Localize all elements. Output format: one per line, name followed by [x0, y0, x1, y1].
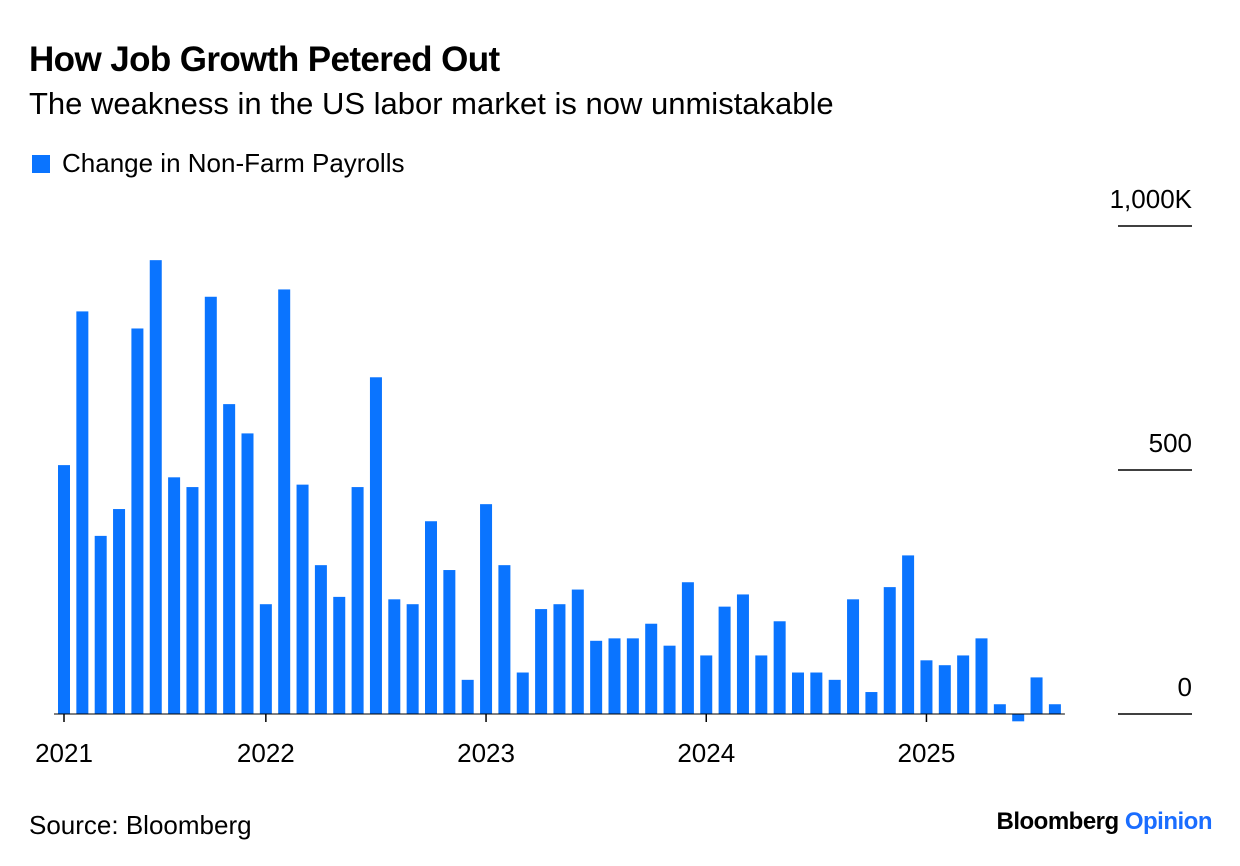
bar	[847, 599, 860, 714]
bar	[113, 509, 126, 714]
bar	[461, 679, 474, 714]
bar	[204, 296, 217, 714]
bar	[773, 621, 786, 714]
bar	[736, 594, 749, 714]
bar	[902, 555, 915, 714]
bar	[406, 604, 419, 714]
bar	[590, 640, 603, 714]
bar	[369, 377, 382, 714]
bar	[571, 589, 584, 714]
bar	[278, 289, 291, 714]
bar	[76, 311, 89, 714]
brand-sub: Opinion	[1124, 808, 1213, 835]
bar	[792, 672, 804, 714]
bar	[718, 606, 731, 714]
legend-swatch	[32, 154, 50, 173]
bar	[241, 433, 254, 714]
bar	[314, 565, 327, 714]
bar	[535, 609, 548, 714]
legend: Change in Non-Farm Payrolls	[32, 148, 404, 179]
bar	[94, 535, 107, 714]
bar	[663, 645, 676, 714]
bar	[755, 655, 768, 714]
bar	[296, 484, 309, 714]
bar	[480, 504, 493, 714]
y-tick-label: 500	[1149, 428, 1192, 458]
bar	[883, 587, 896, 714]
bar	[975, 638, 988, 714]
brand-logo: Bloomberg Opinion	[997, 808, 1213, 836]
bar	[1012, 714, 1025, 722]
y-tick-label: 1,000K	[1110, 184, 1193, 214]
bar	[516, 672, 529, 714]
x-tick-label: 2023	[457, 738, 515, 768]
bar	[388, 599, 401, 714]
bar	[608, 638, 621, 714]
bar	[186, 487, 199, 714]
chart-title: How Job Growth Petered Out	[29, 40, 500, 79]
x-tick-label: 2025	[898, 738, 956, 768]
bar	[681, 582, 694, 714]
x-tick-label: 2021	[35, 738, 93, 768]
bar	[1048, 704, 1061, 714]
x-tick-label: 2024	[677, 738, 735, 768]
bar	[131, 328, 144, 714]
x-tick-label: 2022	[237, 738, 295, 768]
bar	[443, 570, 456, 714]
bar	[645, 623, 658, 714]
bar	[920, 660, 933, 714]
bar	[259, 604, 272, 714]
source-note: Source: Bloomberg	[29, 810, 252, 840]
bar	[993, 704, 1006, 714]
y-tick-label: 0	[1178, 672, 1192, 702]
bar	[498, 565, 511, 714]
bar	[865, 692, 878, 714]
bar	[700, 655, 713, 714]
bar	[351, 487, 364, 714]
bar	[168, 477, 181, 714]
bar	[149, 260, 162, 714]
bar	[333, 596, 346, 714]
bar	[626, 638, 639, 714]
bar	[1030, 677, 1043, 714]
bar	[810, 672, 823, 714]
legend-label: Change in Non-Farm Payrolls	[62, 148, 405, 178]
bar	[58, 465, 70, 714]
bar	[828, 679, 841, 714]
bar	[957, 655, 970, 714]
bar	[938, 665, 951, 714]
bar	[553, 604, 566, 714]
chart-subtitle: The weakness in the US labor market is n…	[29, 86, 834, 121]
bar	[425, 521, 437, 714]
bar	[223, 404, 236, 714]
brand-main: Bloomberg	[996, 808, 1120, 835]
